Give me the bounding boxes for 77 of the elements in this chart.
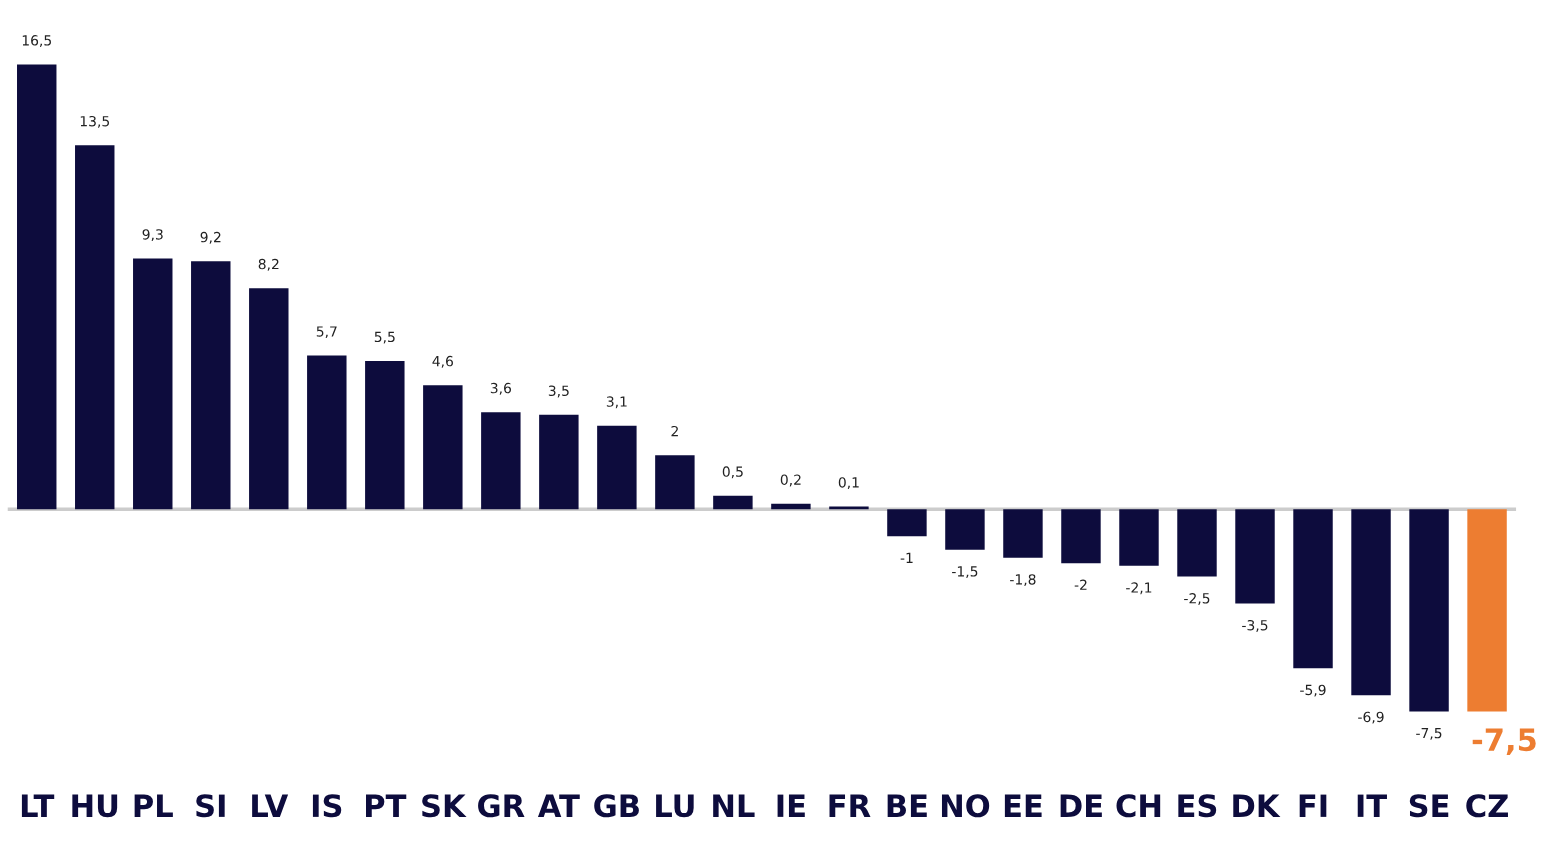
bar (1235, 509, 1275, 604)
bar (133, 258, 173, 510)
x-tick-label: NL (713, 794, 755, 817)
bar (423, 385, 463, 510)
data-label: 5,5 (374, 331, 395, 344)
x-tick-label: CH (1116, 794, 1161, 818)
data-label: 3,6 (490, 382, 512, 395)
data-label: 9,2 (200, 231, 221, 244)
data-label: -1,5 (952, 566, 978, 578)
data-label: -2,5 (1184, 593, 1210, 605)
x-tick-label: BE (887, 794, 927, 817)
bar (539, 414, 579, 510)
x-tick-label: SI (196, 794, 225, 818)
data-label: -1 (900, 552, 913, 563)
x-tick-label: LV (252, 794, 289, 817)
data-label: 8,2 (258, 258, 279, 271)
x-tick-label: DE (1060, 794, 1102, 817)
data-label: 2 (671, 425, 678, 437)
data-label: 5,7 (316, 326, 337, 339)
x-tick-label: IT (1357, 794, 1387, 817)
bar (75, 145, 115, 510)
bar (191, 261, 231, 510)
x-tick-label: IS (312, 794, 342, 818)
x-tick-label: FI (1299, 794, 1327, 817)
bar (655, 455, 695, 510)
x-tick-label: GB (594, 794, 639, 818)
bar (17, 64, 57, 510)
x-tick-label: LU (656, 794, 694, 818)
data-label: -2,1 (1126, 582, 1152, 595)
data-label: -7,5 (1472, 728, 1536, 756)
bar (1467, 509, 1507, 712)
bar (1409, 509, 1449, 712)
data-label: 0,5 (722, 466, 743, 479)
x-tick-label: ES (1178, 794, 1217, 818)
data-label: 13,5 (80, 115, 109, 128)
bar (597, 425, 637, 510)
bar (887, 509, 927, 537)
x-tick-label: IE (777, 794, 805, 817)
data-label: 0,2 (780, 474, 801, 487)
bar (1119, 509, 1159, 566)
data-label: 4,6 (432, 355, 453, 368)
data-label: -5,9 (1300, 684, 1326, 697)
bar (1177, 509, 1217, 577)
data-label: -1,8 (1010, 574, 1036, 587)
x-tick-label: NO (941, 794, 990, 818)
data-label: 9,3 (142, 229, 163, 242)
bar (1293, 509, 1333, 669)
bar (945, 509, 985, 550)
x-tick-label: DK (1233, 794, 1281, 817)
data-label: 3,5 (548, 385, 569, 398)
x-tick-label: FR (829, 794, 871, 817)
bar (1351, 509, 1391, 696)
data-label: -2 (1074, 579, 1087, 590)
bar (307, 355, 347, 510)
data-label: 16,5 (22, 35, 51, 47)
bar (1061, 509, 1101, 564)
x-tick-label: GR (478, 794, 525, 818)
data-label: -3,5 (1242, 619, 1268, 632)
bar (481, 412, 521, 510)
x-tick-label: PT (366, 794, 407, 817)
x-tick-label: LT (21, 794, 55, 817)
data-label: 0,1 (838, 477, 859, 490)
x-tick-label: HU (72, 794, 118, 818)
x-tick-label: PL (134, 794, 173, 817)
x-tick-label: SK (422, 794, 467, 818)
data-label: -6,9 (1358, 711, 1384, 724)
data-label: 3,1 (606, 396, 627, 409)
bar (249, 288, 289, 510)
x-tick-label: CZ (1466, 794, 1508, 818)
bar (1003, 509, 1043, 558)
x-tick-label: AT (537, 794, 580, 817)
bar (771, 503, 811, 510)
data-label: -7,5 (1416, 727, 1442, 740)
bar (713, 495, 753, 510)
bar (365, 360, 405, 510)
x-tick-label: EE (1004, 794, 1042, 817)
x-tick-label: SE (1409, 794, 1449, 818)
